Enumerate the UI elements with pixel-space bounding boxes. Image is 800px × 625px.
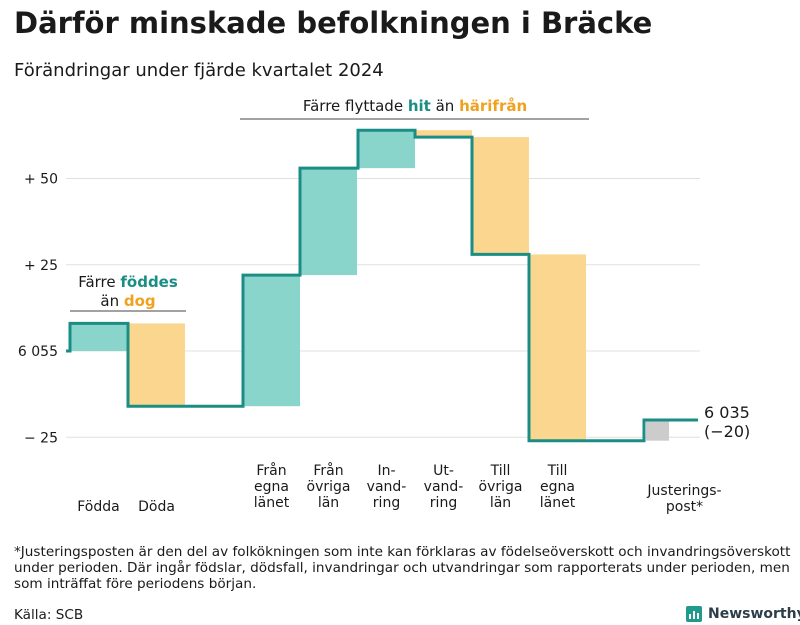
waterfall-chart: + 50 + 25 6 055 − 25 6 035(−20) Födda Döda Från…: [18, 97, 750, 515]
category-label: ring: [373, 495, 400, 511]
footnote: *Justeringsposten är den del av folkökni…: [14, 544, 791, 592]
newsworthy-logo-icon: [686, 606, 702, 622]
annotation-part: föddes: [120, 273, 177, 291]
annotation-part: Färre: [78, 273, 120, 291]
category-label: övriga: [479, 479, 523, 495]
annotation-text: Färre föddes: [78, 273, 178, 291]
category-label: övriga: [307, 479, 351, 495]
source-label: Källa: SCB: [14, 607, 84, 623]
category-label: egna: [540, 479, 575, 495]
annotation-part: härifrån: [459, 97, 527, 115]
y-tick-label: 6 055: [18, 344, 58, 360]
category-label: län: [318, 495, 339, 511]
category-label: post*: [666, 499, 703, 515]
category-label: Till: [490, 463, 511, 479]
bar: [300, 168, 357, 276]
category-label: länet: [254, 495, 290, 511]
category-label: In-: [377, 463, 395, 479]
bar: [128, 323, 185, 407]
annotation-part: Färre flyttade: [303, 97, 408, 115]
category-label: ring: [430, 495, 457, 511]
category-label: län: [490, 495, 511, 511]
category-label: Ut-: [433, 463, 454, 479]
brand-name: Newsworthy: [708, 606, 800, 622]
annotation-text: än dog: [100, 292, 155, 310]
bar: [529, 254, 586, 441]
y-tick-label: + 25: [24, 258, 58, 274]
category-label: Döda: [138, 499, 175, 515]
chart-title: Därför minskade befolkningen i Bräcke: [14, 6, 653, 40]
bar: [70, 323, 127, 351]
brand: Newsworthy: [686, 604, 800, 624]
end-value-label: 6 035: [704, 403, 750, 422]
end-change-label: (−20): [704, 422, 750, 441]
category-label: Födda: [77, 499, 119, 515]
category-label: Från: [256, 462, 286, 479]
annotation-part: dog: [124, 292, 156, 310]
bar: [243, 275, 300, 407]
chart-subtitle: Förändringar under fjärde kvartalet 2024: [14, 60, 384, 81]
bar: [415, 130, 472, 138]
bar: [472, 137, 529, 255]
annotation-text: Färre flyttade hit än härifrån: [303, 97, 527, 115]
category-label: Från: [313, 462, 343, 479]
annotation-part: än: [100, 292, 123, 310]
annotation-part: hit: [408, 97, 431, 115]
category-label: Till: [547, 463, 568, 479]
category-label: länet: [540, 495, 576, 511]
y-tick-label: − 25: [24, 430, 58, 446]
waterfall-line: [66, 128, 698, 443]
category-label: vand-: [424, 479, 464, 495]
y-tick-label: + 50: [24, 172, 58, 188]
bar: [646, 420, 669, 441]
annotation-part: än: [431, 97, 459, 115]
category-label: egna: [254, 479, 289, 495]
category-label: Justerings-: [646, 483, 721, 499]
category-label: vand-: [367, 479, 407, 495]
bar: [358, 130, 415, 169]
